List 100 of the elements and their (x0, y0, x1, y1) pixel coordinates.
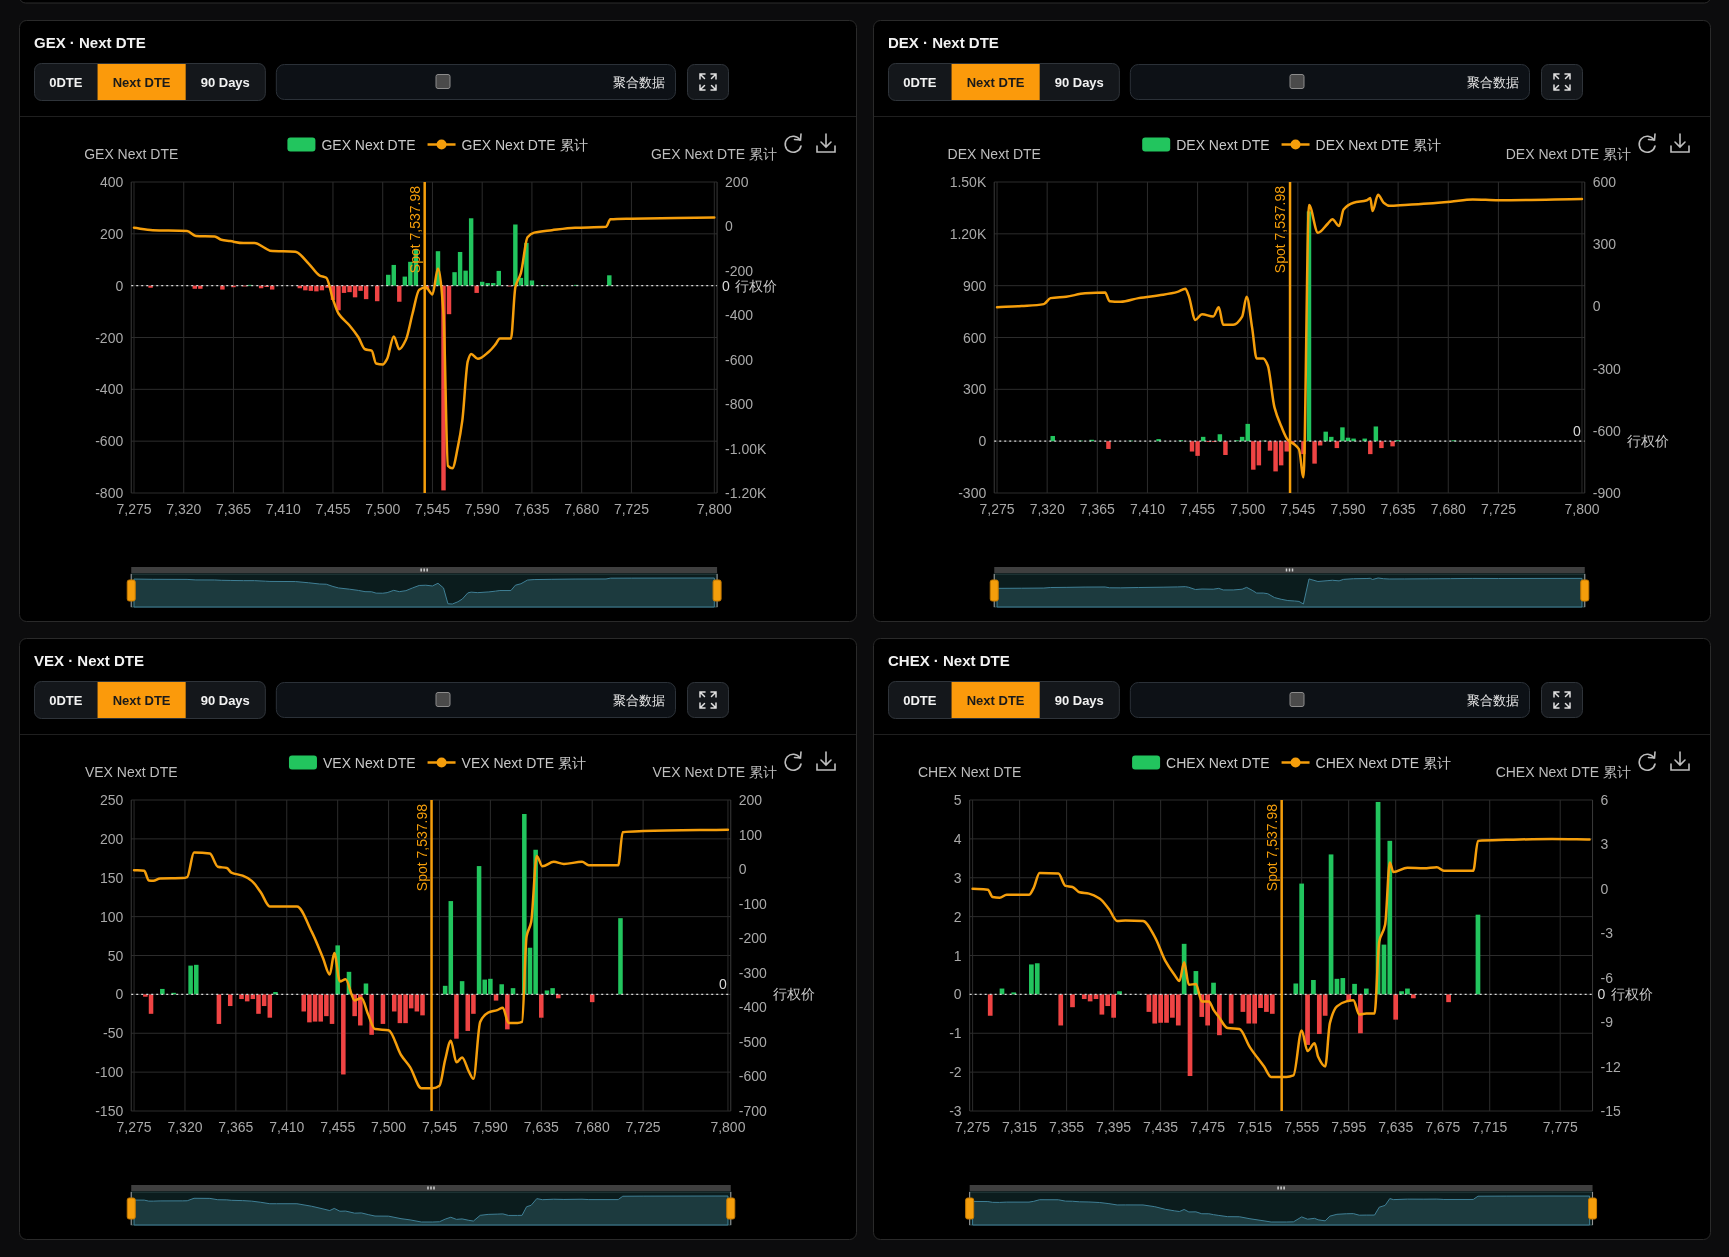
x-tick-label: 7,275 (116, 501, 152, 517)
x-tick-label: 7,590 (472, 1119, 509, 1135)
y2-tick-label: 0 (1600, 880, 1609, 897)
text: 0DTE (903, 74, 937, 90)
y2-axis-title: VEX Next DTE 累计 (652, 764, 777, 780)
y2-tick-label: 600 (1592, 174, 1617, 190)
y-axis-title: GEX Next DTE (84, 146, 179, 162)
y-tick-label: 250 (99, 792, 124, 808)
ref-line-label: 0 (718, 976, 727, 993)
x-axis-title: 行权价 (773, 986, 815, 1003)
y2-tick-label: 6 (1600, 792, 1609, 808)
legend-label: VEX Next DTE (322, 754, 416, 771)
chart-title: GEX · Next DTE (34, 33, 146, 51)
text: Next DTE (966, 692, 1025, 708)
x-tick-label: 7,275 (116, 1119, 152, 1135)
y2-tick-label: 3 (1600, 836, 1609, 853)
x-tick-label: 7,315 (1002, 1119, 1038, 1135)
y2-tick-label: -400 (725, 307, 754, 324)
y-tick-label: -100 (95, 1064, 124, 1081)
x-tick-label: 7,595 (1331, 1119, 1367, 1135)
y-axis-title: DEX Next DTE (947, 146, 1041, 162)
x-tick-label: 7,635 (514, 501, 550, 517)
y2-tick-label: -600 (738, 1068, 767, 1085)
y-tick-label: 50 (107, 947, 124, 964)
y-tick-label: 5 (953, 792, 962, 808)
ref-line-label: Spot 7,537.98 (406, 185, 423, 274)
y-tick-label: 0 (115, 277, 124, 294)
y2-tick-label: -200 (725, 262, 754, 279)
y2-tick-label: -12 (1600, 1058, 1621, 1075)
x-tick-label: 7,410 (1129, 501, 1166, 517)
x-tick-label: 7,800 (710, 1119, 746, 1135)
x-tick-label: 7,475 (1190, 1119, 1226, 1135)
y2-tick-label: -200 (738, 930, 767, 947)
text: 0DTE (903, 692, 937, 708)
x-tick-label: 7,515 (1237, 1119, 1273, 1135)
text: Next DTE (966, 74, 1025, 90)
chart-title: VEX · Next DTE (34, 651, 145, 669)
text: Next DTE (112, 692, 171, 708)
x-tick-label: 7,675 (1425, 1119, 1461, 1135)
x-tick-label: 7,365 (1079, 501, 1116, 517)
y2-axis-title: GEX Next DTE 累计 (650, 146, 777, 162)
y-axis-title: VEX Next DTE (84, 764, 178, 780)
y-tick-label: -2 (949, 1064, 962, 1081)
text: 90 Days (1054, 74, 1104, 90)
ref-line-label: Spot 7,537.98 (1272, 185, 1289, 274)
text: 90 Days (200, 692, 250, 708)
y2-tick-label: -600 (725, 351, 754, 368)
y-tick-label: -50 (103, 1025, 124, 1042)
x-axis-title: 行权价 (1627, 433, 1669, 450)
x-tick-label: 7,410 (269, 1119, 305, 1135)
x-tick-label: 7,800 (696, 501, 733, 517)
x-tick-label: 7,365 (218, 1119, 254, 1135)
x-tick-label: 7,725 (625, 1119, 661, 1135)
x-tick-label: 7,635 (1378, 1119, 1414, 1135)
y-tick-label: -150 (95, 1103, 124, 1119)
legend-label: CHEX Next DTE (1166, 754, 1270, 771)
x-tick-label: 7,455 (320, 1119, 356, 1135)
y2-tick-label: -100 (738, 895, 767, 912)
y-tick-label: 200 (99, 225, 124, 242)
y-tick-label: 300 (962, 381, 987, 398)
legend-label: GEX Next DTE (321, 136, 416, 153)
y-tick-label: 1 (953, 947, 962, 964)
x-tick-label: 7,715 (1472, 1119, 1508, 1135)
y-tick-label: -600 (95, 433, 124, 450)
chart-title: DEX · Next DTE (888, 33, 999, 51)
x-tick-label: 7,725 (613, 501, 650, 517)
text: 0DTE (49, 692, 83, 708)
x-tick-label: 7,320 (167, 1119, 203, 1135)
y-tick-label: 0 (115, 986, 124, 1003)
legend-label: VEX Next DTE 累计 (461, 754, 587, 771)
y2-tick-label: -800 (725, 396, 754, 413)
text: 0DTE (49, 74, 83, 90)
x-tick-label: 7,680 (1430, 501, 1466, 517)
y-tick-label: -1 (949, 1025, 962, 1042)
y-tick-label: -400 (95, 381, 124, 398)
legend-label: DEX Next DTE (1176, 136, 1270, 153)
x-tick-label: 7,320 (166, 501, 202, 517)
y2-tick-label: -700 (738, 1103, 767, 1119)
x-tick-label: 7,635 (1380, 501, 1416, 517)
ref-line-label: 0 (1572, 423, 1581, 440)
y2-tick-label: -6 (1600, 969, 1614, 986)
text: 聚合数据 (613, 74, 665, 90)
y-tick-label: 3 (953, 869, 962, 886)
x-tick-label: 7,410 (265, 501, 301, 517)
x-tick-label: 7,680 (564, 501, 600, 517)
y2-tick-label: -300 (1592, 360, 1621, 377)
text: 90 Days (200, 74, 250, 90)
y2-tick-label: 200 (725, 174, 749, 190)
y2-tick-label: -400 (738, 999, 767, 1016)
x-tick-label: 7,590 (1330, 501, 1366, 517)
x-tick-label: 7,800 (1564, 501, 1600, 517)
x-axis-title: 行权价 (1610, 986, 1653, 1003)
x-tick-label: 7,545 (414, 501, 451, 517)
y2-tick-label: -1.20K (725, 485, 767, 501)
legend-label: CHEX Next DTE 累计 (1315, 754, 1451, 771)
x-tick-label: 7,725 (1480, 501, 1517, 517)
y-tick-label: -300 (958, 485, 987, 501)
x-tick-label: 7,500 (371, 1119, 407, 1135)
x-tick-label: 7,275 (955, 1119, 991, 1135)
y-tick-label: -200 (95, 329, 124, 346)
